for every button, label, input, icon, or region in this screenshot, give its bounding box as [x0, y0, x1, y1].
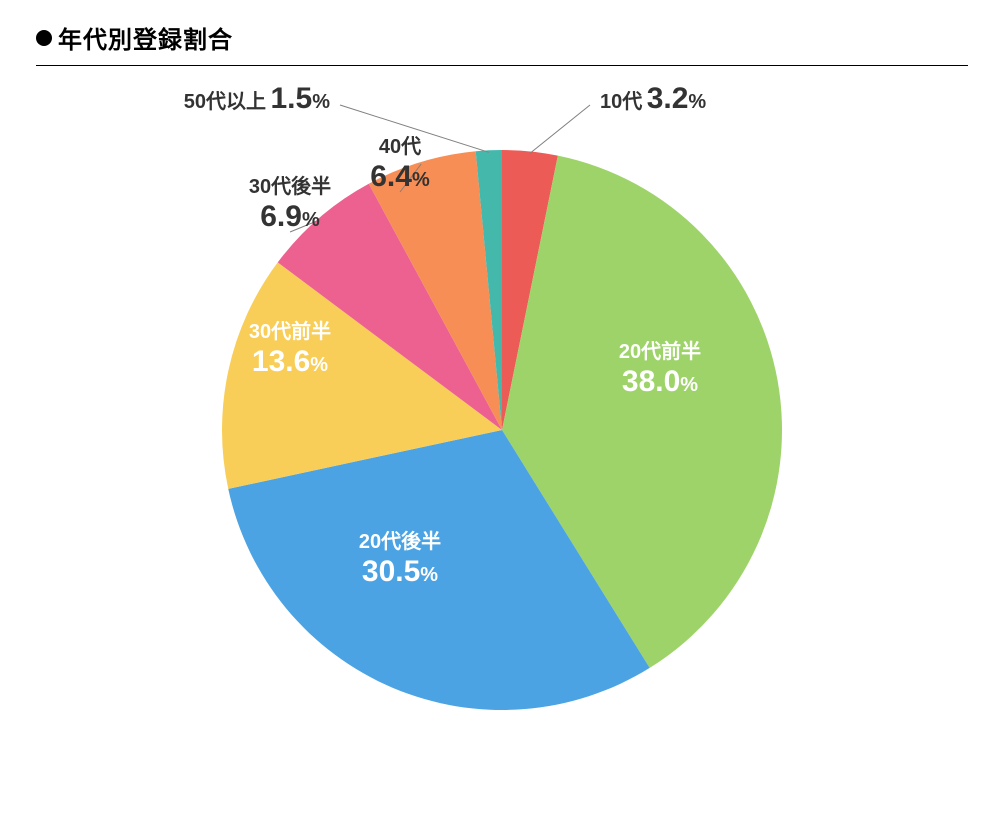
leader-line — [340, 105, 489, 152]
leader-line — [530, 105, 590, 153]
page: 年代別登録割合 10代 3.2%20代前半38.0%20代後半30.5%30代前… — [0, 0, 1004, 828]
bullet-icon — [36, 30, 52, 46]
pie-chart: 10代 3.2%20代前半38.0%20代後半30.5%30代前半13.6%30… — [36, 66, 968, 806]
chart-title: 年代別登録割合 — [58, 20, 233, 55]
title-row: 年代別登録割合 — [36, 20, 968, 66]
pie-svg — [36, 66, 968, 806]
